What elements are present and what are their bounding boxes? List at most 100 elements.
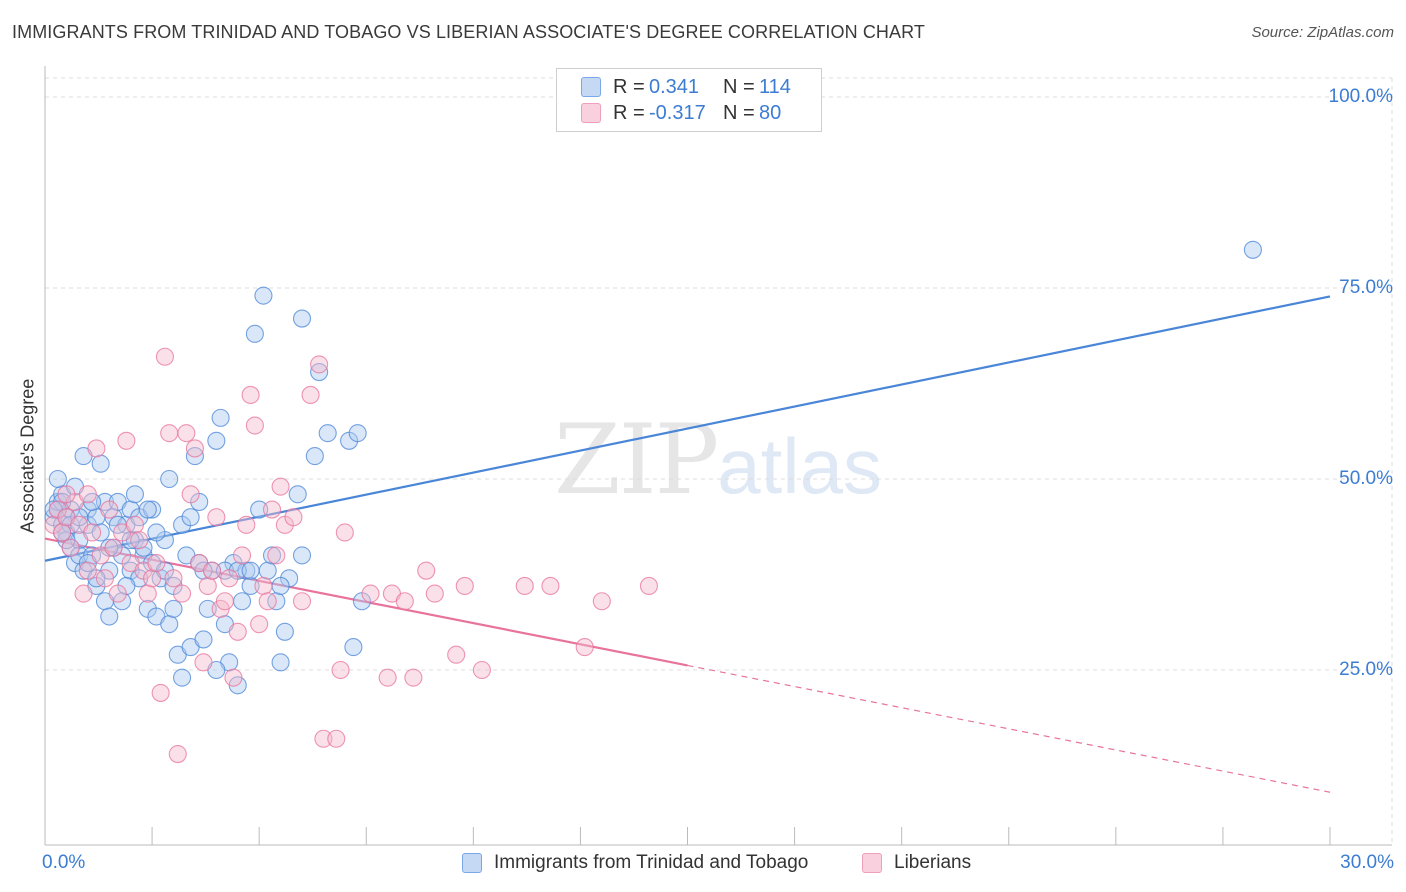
data-point-trinidad xyxy=(143,500,162,519)
data-point-liberian xyxy=(301,385,320,405)
data-point-liberian xyxy=(181,485,200,504)
data-point-trinidad xyxy=(250,500,269,519)
data-point-liberian xyxy=(203,561,222,580)
data-point-trinidad xyxy=(185,447,204,466)
r-value: -0.317 xyxy=(649,101,706,124)
data-point-liberian xyxy=(224,668,243,687)
data-point-trinidad xyxy=(344,638,363,657)
data-point-trinidad xyxy=(198,599,217,618)
data-point-liberian xyxy=(151,683,170,702)
data-point-liberian xyxy=(254,576,273,596)
data-point-liberian xyxy=(53,523,72,542)
data-point-trinidad xyxy=(292,546,312,565)
data-point-liberian xyxy=(237,515,256,534)
data-point-trinidad xyxy=(305,447,324,466)
data-point-liberian xyxy=(232,546,252,565)
data-point-liberian xyxy=(83,523,102,542)
data-point-liberian xyxy=(267,546,286,565)
legend-label: Liberians xyxy=(894,852,972,873)
y-axis-label: Associate's Degree xyxy=(17,378,38,534)
data-point-liberian xyxy=(250,615,269,634)
data-point-liberian xyxy=(425,584,444,603)
data-point-trinidad xyxy=(241,576,260,596)
data-point-trinidad xyxy=(164,599,183,618)
r-label: R = xyxy=(613,101,645,124)
data-point-liberian xyxy=(125,515,144,534)
data-point-liberian xyxy=(87,439,106,458)
trend-line xyxy=(44,295,1331,562)
data-point-liberian xyxy=(284,508,303,527)
data-point-liberian xyxy=(78,561,97,580)
data-point-trinidad xyxy=(48,469,67,489)
data-point-trinidad xyxy=(91,454,110,473)
watermark: ZIPatlas xyxy=(554,404,882,516)
data-point-liberian xyxy=(207,508,226,527)
data-point-trinidad xyxy=(207,431,226,450)
series-legend: Immigrants from Trinidad and Tobago Libe… xyxy=(0,852,1406,878)
data-point-trinidad xyxy=(138,500,157,519)
data-point-liberian xyxy=(314,729,333,748)
data-point-liberian xyxy=(57,485,76,504)
data-point-liberian xyxy=(310,355,329,374)
watermark-zip: ZIP xyxy=(554,404,719,516)
stats-legend: R = 0.341 N = 114 R = -0.317 N = 80 xyxy=(556,68,822,132)
data-point-trinidad xyxy=(245,324,264,343)
data-point-trinidad xyxy=(211,408,230,427)
trend-lines xyxy=(44,295,1331,793)
data-point-liberian xyxy=(143,569,162,588)
legend-row-series-2: R = -0.317 N = 80 xyxy=(581,100,781,126)
data-point-liberian xyxy=(177,424,196,443)
y-tick-label: 25.0% xyxy=(1339,659,1393,680)
legend-swatch xyxy=(462,853,482,873)
data-point-liberian xyxy=(515,576,534,596)
data-point-trinidad xyxy=(194,630,213,649)
data-point-liberian xyxy=(575,638,594,657)
data-point-liberian xyxy=(271,477,290,496)
data-point-trinidad xyxy=(1243,240,1262,259)
data-point-liberian xyxy=(138,584,157,603)
data-point-trinidad xyxy=(160,615,179,634)
scatter-points xyxy=(44,240,1262,764)
data-point-trinidad xyxy=(160,469,179,489)
r-label: R = xyxy=(613,75,645,98)
n-value: 80 xyxy=(759,101,782,124)
data-point-trinidad xyxy=(254,286,273,305)
data-point-liberian xyxy=(241,385,260,405)
legend-swatch xyxy=(862,853,882,873)
n-label: N = xyxy=(723,75,755,98)
data-point-liberian xyxy=(447,645,466,664)
data-point-liberian xyxy=(245,416,264,435)
trend-line-extrapolated xyxy=(687,664,1331,793)
gridlines xyxy=(45,77,1393,845)
legend-swatch xyxy=(581,103,601,123)
data-point-liberian xyxy=(335,523,354,542)
data-point-trinidad xyxy=(288,485,307,504)
data-point-liberian xyxy=(592,592,611,611)
data-point-trinidad xyxy=(125,485,144,504)
data-point-liberian xyxy=(361,584,380,603)
data-point-trinidad xyxy=(262,546,282,565)
legend-item-liberians[interactable]: Liberians xyxy=(862,852,971,874)
legend-label: Immigrants from Trinidad and Tobago xyxy=(494,852,809,873)
data-point-trinidad xyxy=(348,424,367,443)
data-point-liberian xyxy=(95,569,115,588)
data-point-liberian xyxy=(331,660,350,680)
data-point-trinidad xyxy=(241,561,260,580)
legend-item-trinidad[interactable]: Immigrants from Trinidad and Tobago xyxy=(462,852,808,874)
y-tick-label: 100.0% xyxy=(1328,86,1393,107)
data-point-liberian xyxy=(215,592,234,611)
data-point-liberian xyxy=(292,592,312,611)
data-point-liberian xyxy=(155,347,174,366)
data-point-liberian xyxy=(100,500,119,519)
data-point-trinidad xyxy=(310,362,329,382)
watermark-atlas: atlas xyxy=(717,422,882,510)
data-point-liberian xyxy=(78,485,97,504)
data-point-trinidad xyxy=(271,576,290,596)
data-point-trinidad xyxy=(275,622,294,641)
legend-row-series-1: R = 0.341 N = 114 xyxy=(581,74,791,100)
data-point-liberian xyxy=(61,538,80,557)
data-point-trinidad xyxy=(173,668,192,687)
data-point-liberian xyxy=(74,584,93,603)
data-point-liberian xyxy=(168,744,187,764)
data-point-liberian xyxy=(378,668,397,687)
